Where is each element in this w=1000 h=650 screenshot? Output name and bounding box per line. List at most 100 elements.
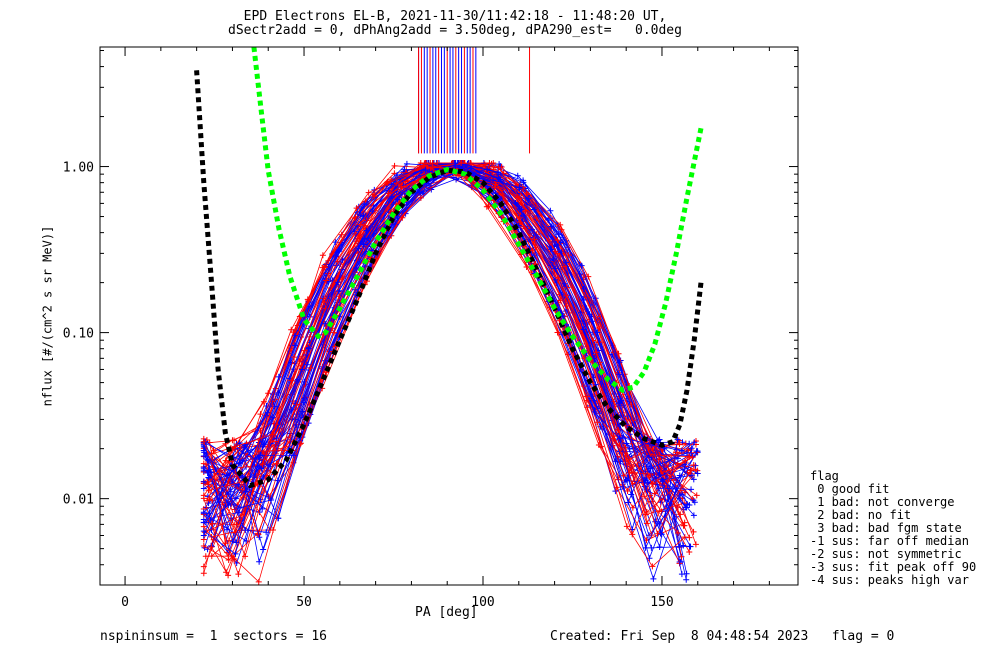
x-tick-label: 0 <box>121 595 129 610</box>
data-marker <box>260 441 267 448</box>
data-marker <box>263 451 270 458</box>
data-marker <box>321 299 328 306</box>
data-marker <box>647 465 654 472</box>
data-marker <box>336 287 343 294</box>
data-marker <box>580 296 587 303</box>
data-marker <box>676 543 683 550</box>
data-marker <box>256 558 263 565</box>
data-marker <box>260 398 267 405</box>
footer-created: Created: Fri Sep 8 04:48:54 2023 flag = … <box>550 629 895 644</box>
data-marker <box>688 486 695 493</box>
data-marker <box>257 411 264 418</box>
data-marker <box>652 518 659 525</box>
data-marker <box>200 465 207 472</box>
data-marker <box>452 162 459 169</box>
data-marker <box>200 528 207 535</box>
data-marker <box>331 343 338 350</box>
data-marker <box>597 313 604 320</box>
data-marker <box>336 293 343 300</box>
data-marker <box>641 493 648 500</box>
trace-line <box>211 162 679 577</box>
data-marker <box>643 463 650 470</box>
data-marker <box>583 393 590 400</box>
data-marker <box>624 488 631 495</box>
data-marker <box>458 160 465 167</box>
data-marker <box>235 571 242 578</box>
legend-item: 1 bad: not converge <box>810 495 955 509</box>
data-marker <box>200 492 207 499</box>
data-marker <box>203 512 210 519</box>
data-marker <box>273 460 280 467</box>
data-marker <box>210 447 217 454</box>
data-marker <box>495 164 502 171</box>
data-marker <box>554 237 561 244</box>
black-fit-curve <box>194 70 704 489</box>
data-marker <box>232 550 239 557</box>
data-marker <box>680 522 687 529</box>
data-marker <box>578 262 585 269</box>
data-marker <box>200 447 207 454</box>
data-marker <box>687 467 694 474</box>
data-marker <box>335 248 342 255</box>
data-marker <box>393 180 400 187</box>
flag-legend: flag 0 good fit 1 bad: not converge 2 ba… <box>810 470 976 587</box>
data-marker <box>495 174 502 181</box>
trace-line <box>203 166 684 540</box>
data-marker <box>305 345 312 352</box>
axes: 0 50 100 150 0.01 0.10 1.00 <box>63 47 798 610</box>
data-marker <box>690 476 697 483</box>
data-marker <box>222 457 229 464</box>
data-marker <box>520 177 527 184</box>
data-marker <box>200 509 207 516</box>
data-marker <box>616 435 623 442</box>
data-marker <box>531 236 538 243</box>
data-marker <box>557 221 564 228</box>
data-marker <box>307 364 314 371</box>
data-marker <box>353 264 360 271</box>
data-marker <box>523 264 530 271</box>
data-marker <box>398 183 405 190</box>
data-marker <box>291 342 298 349</box>
legend-item: -4 sus: peaks high var <box>810 573 969 587</box>
data-marker <box>618 397 625 404</box>
data-marker <box>225 572 232 579</box>
trace-line <box>210 169 681 550</box>
legend-title: flag <box>810 469 839 483</box>
trace-line <box>211 163 680 564</box>
data-marker <box>202 461 209 468</box>
data-marker <box>361 222 368 229</box>
data-marker <box>486 160 493 167</box>
data-marker <box>529 226 536 233</box>
data-marker <box>305 298 312 305</box>
data-marker <box>275 389 282 396</box>
data-marker <box>334 279 341 286</box>
data-marker <box>615 371 622 378</box>
data-marker <box>225 553 232 560</box>
data-marker <box>202 553 209 560</box>
data-marker <box>394 196 401 203</box>
data-marker <box>687 543 694 550</box>
data-marker <box>200 478 207 485</box>
data-marker <box>453 176 460 183</box>
data-marker <box>620 472 627 479</box>
data-marker <box>625 499 632 506</box>
data-marker <box>200 438 207 445</box>
data-marker <box>255 578 262 585</box>
data-marker <box>693 448 700 455</box>
data-marker <box>322 305 329 312</box>
data-marker <box>577 321 584 328</box>
data-marker <box>580 326 587 333</box>
data-marker <box>492 181 499 188</box>
data-marker <box>269 527 276 534</box>
data-marker <box>686 440 693 447</box>
data-marker <box>651 490 658 497</box>
data-marker <box>417 194 424 201</box>
data-marker <box>255 454 262 461</box>
data-marker <box>204 456 211 463</box>
data-marker <box>200 543 207 550</box>
data-marker <box>235 504 242 511</box>
chart-title-line1: EPD Electrons EL-B, 2021-11-30/11:42:18 … <box>243 9 667 24</box>
data-marker <box>674 436 681 443</box>
data-marker <box>258 465 265 472</box>
data-marker <box>615 400 622 407</box>
